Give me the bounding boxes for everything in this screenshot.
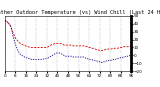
Title: Milwaukee Weather Outdoor Temperature (vs) Wind Chill (Last 24 Hours): Milwaukee Weather Outdoor Temperature (v… (0, 10, 160, 15)
